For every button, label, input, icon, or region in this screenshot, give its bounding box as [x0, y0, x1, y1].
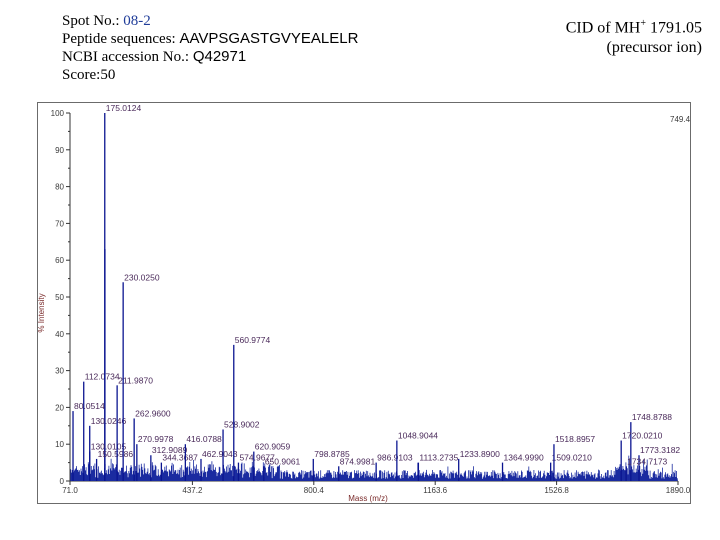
cid-sup: + — [640, 18, 646, 29]
spot-label: Spot No.: — [62, 13, 120, 29]
peak-label: 1748.8788 — [632, 412, 672, 422]
peptide-value: AAVPSGASTGVYEALELR — [179, 30, 359, 47]
y-tick-label: 70 — [55, 219, 64, 228]
spot-row: Spot No.: 08-2 — [62, 12, 358, 30]
y-tick-label: 30 — [55, 367, 64, 376]
spot-value: 08-2 — [123, 13, 151, 29]
peak-label: 798.8785 — [314, 449, 350, 459]
peak-label: 80.0514 — [74, 401, 105, 411]
x-axis-label: Mass (m/z) — [348, 494, 388, 503]
peak-label: 416.0788 — [186, 434, 222, 444]
y-tick-label: 80 — [55, 183, 64, 192]
baseline-noise — [70, 455, 678, 481]
cid-line-1: CID of MH+ 1791.05 — [566, 14, 702, 38]
peak-label: 874.9981 — [340, 456, 376, 466]
x-tick-label: 800.4 — [304, 486, 325, 495]
peak-label: 262.9600 — [135, 408, 171, 418]
y-tick-label: 10 — [55, 440, 64, 449]
score-text: Score:50 — [62, 67, 116, 83]
x-tick-label: 1890.0 — [666, 486, 690, 495]
peak-label: 1364.9990 — [504, 453, 544, 463]
spectrum-chart: % Intensity Mass (m/z) 749.4 0 10 20 30 40 50… — [38, 103, 690, 503]
spectrum-plot-frame: % Intensity Mass (m/z) 749.4 0 10 20 30 40 50… — [37, 102, 691, 504]
peak-label: 1518.8957 — [555, 434, 595, 444]
peak-label: 270.9978 — [138, 434, 174, 444]
y-tick-label: 0 — [60, 477, 65, 486]
peak-label: 650.9061 — [265, 456, 301, 466]
peak-label: 130.0105 — [91, 442, 127, 452]
y-tick-label: 90 — [55, 146, 64, 155]
peak-label: 528.9002 — [224, 419, 260, 429]
peak-label: 344.3687 — [162, 453, 198, 463]
peak-label: 1773.3182 — [640, 445, 680, 455]
peak-label: 1509.0210 — [552, 453, 592, 463]
cid-prefix: CID of MH — [565, 19, 641, 37]
peak-label: 112.0734 — [85, 372, 120, 382]
peak-label: 1734.7173 — [627, 456, 667, 466]
peak-label: 150.5986 — [98, 449, 134, 459]
peak-label: 312.9089 — [152, 445, 188, 455]
peak-label: 620.9059 — [255, 442, 291, 452]
cid-info: CID of MH+ 1791.05 (precursor ion) — [566, 14, 702, 58]
x-tick-label: 1526.8 — [544, 486, 569, 495]
spectrum-info: Spot No.: 08-2 Peptide sequences: AAVPSG… — [62, 12, 358, 84]
peak-label: 175.0124 — [106, 103, 142, 113]
cid-value: 1791.05 — [650, 19, 702, 37]
peak-label: 574.9677 — [239, 453, 275, 463]
peak-label: 130.0246 — [91, 416, 127, 426]
y-tick-label: 20 — [55, 403, 64, 412]
peak-label: 1048.9044 — [398, 431, 438, 441]
peptide-row: Peptide sequences: AAVPSGASTGVYEALELR — [62, 30, 358, 48]
ncbi-label: NCBI accession No.: — [62, 49, 190, 65]
y-tick-label: 40 — [55, 330, 64, 339]
y-tick-label: 100 — [51, 109, 65, 118]
y-axis-label: % Intensity — [38, 293, 46, 332]
y-tick-label: 50 — [55, 293, 64, 302]
y-tick-label: 60 — [55, 256, 64, 265]
peak-label: 1720.0210 — [622, 431, 662, 441]
peak-label: 1113.2735 — [419, 453, 458, 463]
score-row: Score:50 — [62, 66, 358, 84]
x-tick-label: 1163.6 — [423, 486, 447, 495]
peak-label: 211.9870 — [118, 375, 153, 385]
corner-label: 749.4 — [670, 115, 690, 124]
peak-label: 1233.8900 — [460, 449, 500, 459]
x-tick-label: 71.0 — [62, 486, 78, 495]
peak-label: 230.0250 — [124, 272, 160, 282]
ncbi-row: NCBI accession No.: Q42971 — [62, 48, 358, 66]
cid-line-2: (precursor ion) — [606, 39, 702, 57]
peak-label: 462.9043 — [202, 449, 238, 459]
peak-label: 986.9103 — [377, 453, 413, 463]
peak-label: 560.9774 — [235, 335, 271, 345]
ncbi-value: Q42971 — [192, 48, 247, 65]
x-tick-label: 437.2 — [182, 486, 203, 495]
peptide-label: Peptide sequences: — [62, 31, 176, 47]
